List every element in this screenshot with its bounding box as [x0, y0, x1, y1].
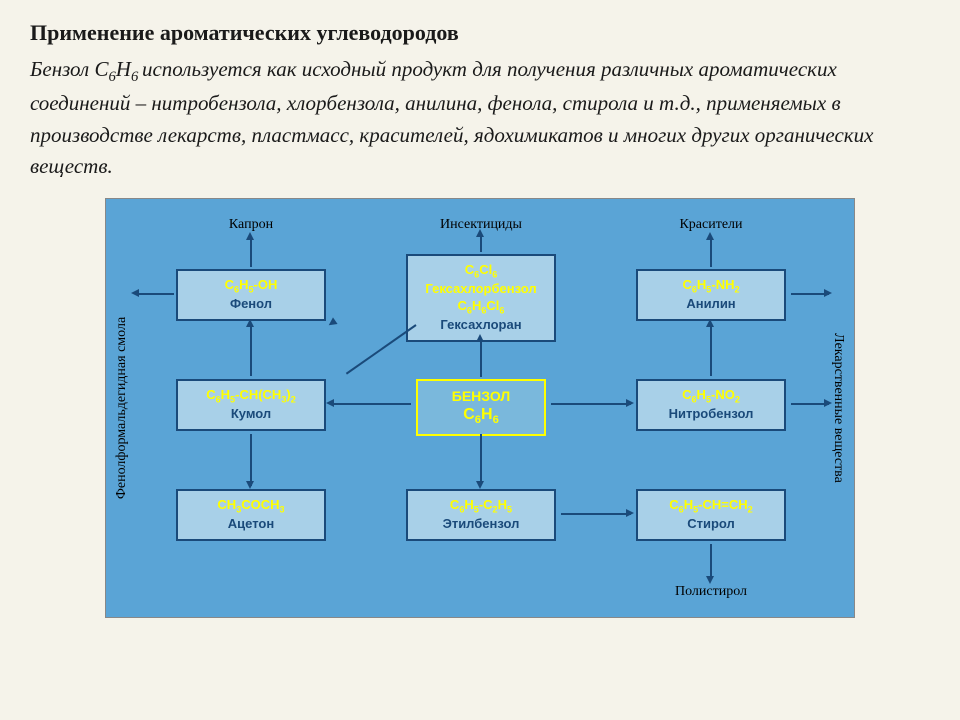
- arrowhead: [706, 232, 714, 240]
- formula-phenol: C6H5-OH: [182, 277, 320, 296]
- arrowhead: [476, 229, 484, 237]
- box-acetone: CH3COCH3 Ацетон: [176, 489, 326, 541]
- arrowhead: [476, 334, 484, 342]
- arrowhead: [476, 481, 484, 489]
- formula-hexachlor: C6Cl6ГексахлорбензолC6H6Cl6: [412, 262, 550, 318]
- arrowhead: [246, 481, 254, 489]
- arrow: [136, 293, 174, 295]
- label-medicines: Лекарственные вещества: [830, 333, 846, 483]
- arrowhead: [326, 317, 337, 328]
- arrowhead: [706, 576, 714, 584]
- formula-cumene: C6H5-CH(CH3)2: [182, 387, 320, 406]
- name-phenol: Фенол: [182, 296, 320, 313]
- box-aniline: C6H5-NH2 Анилин: [636, 269, 786, 321]
- arrow: [250, 434, 252, 486]
- arrow: [331, 403, 411, 405]
- arrow: [480, 434, 482, 484]
- label-resin: Фенолформальдегидная смола: [114, 317, 130, 499]
- arrow: [710, 544, 712, 579]
- arrow: [250, 324, 252, 376]
- arrowhead: [706, 319, 714, 327]
- formula-acetone: CH3COCH3: [182, 497, 320, 516]
- box-ethylbenzene: C6H5-C2H5 Этилбензол: [406, 489, 556, 541]
- formula-nitrobenzene: C6H5-NO2: [642, 387, 780, 406]
- arrowhead: [626, 509, 634, 517]
- arrow: [710, 237, 712, 267]
- arrowhead: [824, 399, 832, 407]
- formula-styrene: C6H5-CH=CH2: [642, 497, 780, 516]
- box-hexachlor: C6Cl6ГексахлорбензолC6H6Cl6 Гексахлоран: [406, 254, 556, 343]
- label-kapron: Капрон: [216, 217, 286, 233]
- arrow: [346, 324, 417, 374]
- arrow: [551, 403, 631, 405]
- box-phenol: C6H5-OH Фенол: [176, 269, 326, 321]
- arrowhead: [326, 399, 334, 407]
- benzene-diagram: Капрон Инсектициды Красители Фенолформал…: [105, 198, 855, 618]
- page-title: Применение ароматических углеводородов: [30, 20, 930, 46]
- name-nitrobenzene: Нитробензол: [642, 406, 780, 423]
- box-nitrobenzene: C6H5-NO2 Нитробензол: [636, 379, 786, 431]
- label-polystyrene: Полистирол: [666, 584, 756, 600]
- arrow: [480, 339, 482, 377]
- box-benzene: БЕНЗОЛ C6H6: [416, 379, 546, 436]
- name-acetone: Ацетон: [182, 516, 320, 533]
- label-dyes: Красители: [676, 217, 746, 233]
- arrowhead: [626, 399, 634, 407]
- formula-ethylbenzene: C6H5-C2H5: [412, 497, 550, 516]
- name-aniline: Анилин: [642, 296, 780, 313]
- arrowhead: [246, 319, 254, 327]
- arrowhead: [824, 289, 832, 297]
- arrowhead: [131, 289, 139, 297]
- name-styrene: Стирол: [642, 516, 780, 533]
- arrow: [710, 324, 712, 376]
- name-hexachlor: Гексахлоран: [412, 317, 550, 334]
- arrow: [250, 237, 252, 267]
- box-styrene: C6H5-CH=CH2 Стирол: [636, 489, 786, 541]
- description-text: Бензол C6H6 используется как исходный пр…: [30, 54, 930, 183]
- box-cumene: C6H5-CH(CH3)2 Кумол: [176, 379, 326, 431]
- name-ethylbenzene: Этилбензол: [412, 516, 550, 533]
- formula-aniline: C6H5-NH2: [642, 277, 780, 296]
- arrow: [561, 513, 631, 515]
- name-benzene: БЕНЗОЛ: [422, 387, 540, 405]
- arrowhead: [246, 232, 254, 240]
- formula-benzene: C6H6: [422, 405, 540, 428]
- name-cumene: Кумол: [182, 406, 320, 423]
